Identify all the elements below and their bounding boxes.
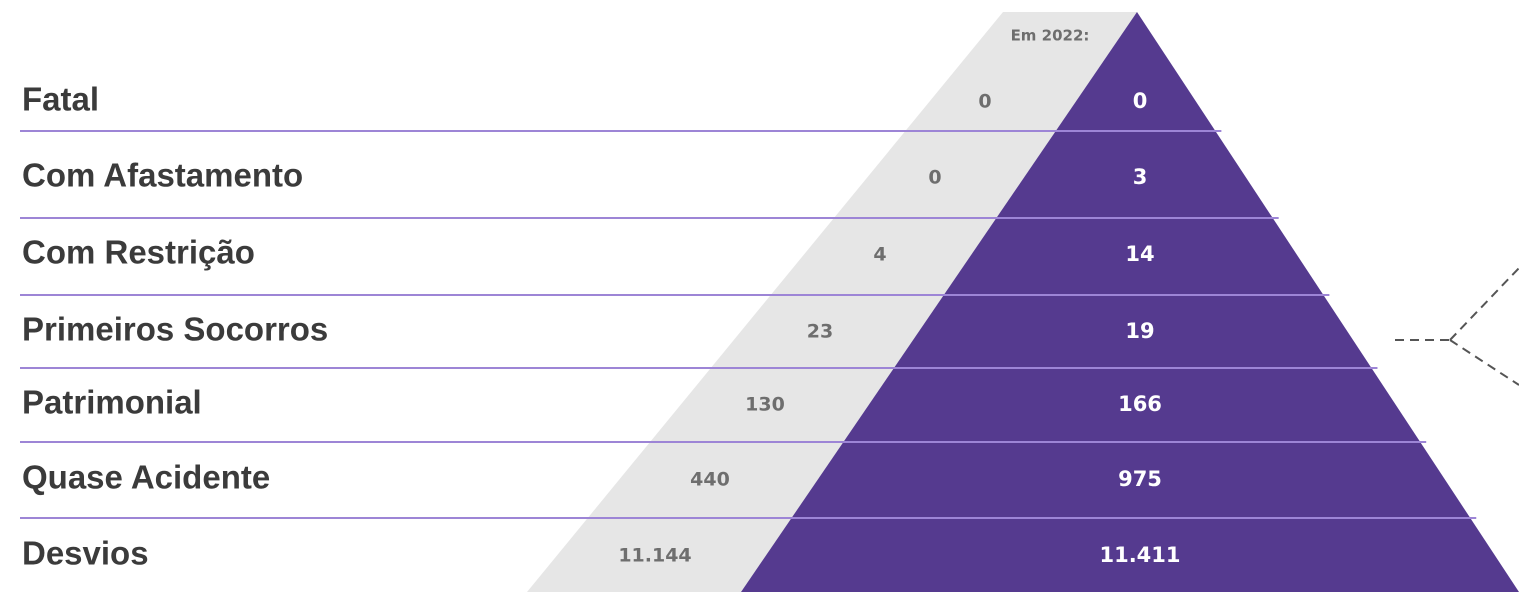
header: Em 2022:	[1011, 27, 1090, 45]
pyramid	[741, 12, 1519, 592]
previous-value: 23	[807, 321, 833, 343]
current-value: 14	[1125, 242, 1154, 266]
row-label: Com Afastamento	[22, 157, 303, 194]
row-label: Patrimonial	[22, 384, 202, 421]
row-label: Primeiros Socorros	[22, 311, 328, 348]
previous-value: 4	[873, 244, 886, 266]
row-label: Fatal	[22, 81, 99, 118]
current-value: 166	[1118, 392, 1162, 416]
current-value: 0	[1133, 89, 1148, 113]
previous-band	[527, 12, 1137, 592]
bracket-line	[1449, 339, 1519, 386]
previous-value: 130	[745, 394, 785, 416]
previous-value: 0	[978, 91, 991, 113]
current-value: 975	[1118, 467, 1162, 491]
bracket	[1395, 267, 1519, 386]
row-label: Quase Acidente	[22, 459, 270, 496]
row-label: Com Restrição	[22, 234, 255, 271]
current-value: 11.411	[1099, 543, 1180, 567]
bracket-line	[1449, 267, 1519, 341]
previous-value: 0	[928, 167, 941, 189]
current-value: 19	[1125, 319, 1154, 343]
previous-value: 440	[690, 469, 730, 491]
current-value: 3	[1133, 165, 1148, 189]
row-label: Desvios	[22, 535, 149, 572]
previous-value: 11.144	[618, 545, 691, 567]
